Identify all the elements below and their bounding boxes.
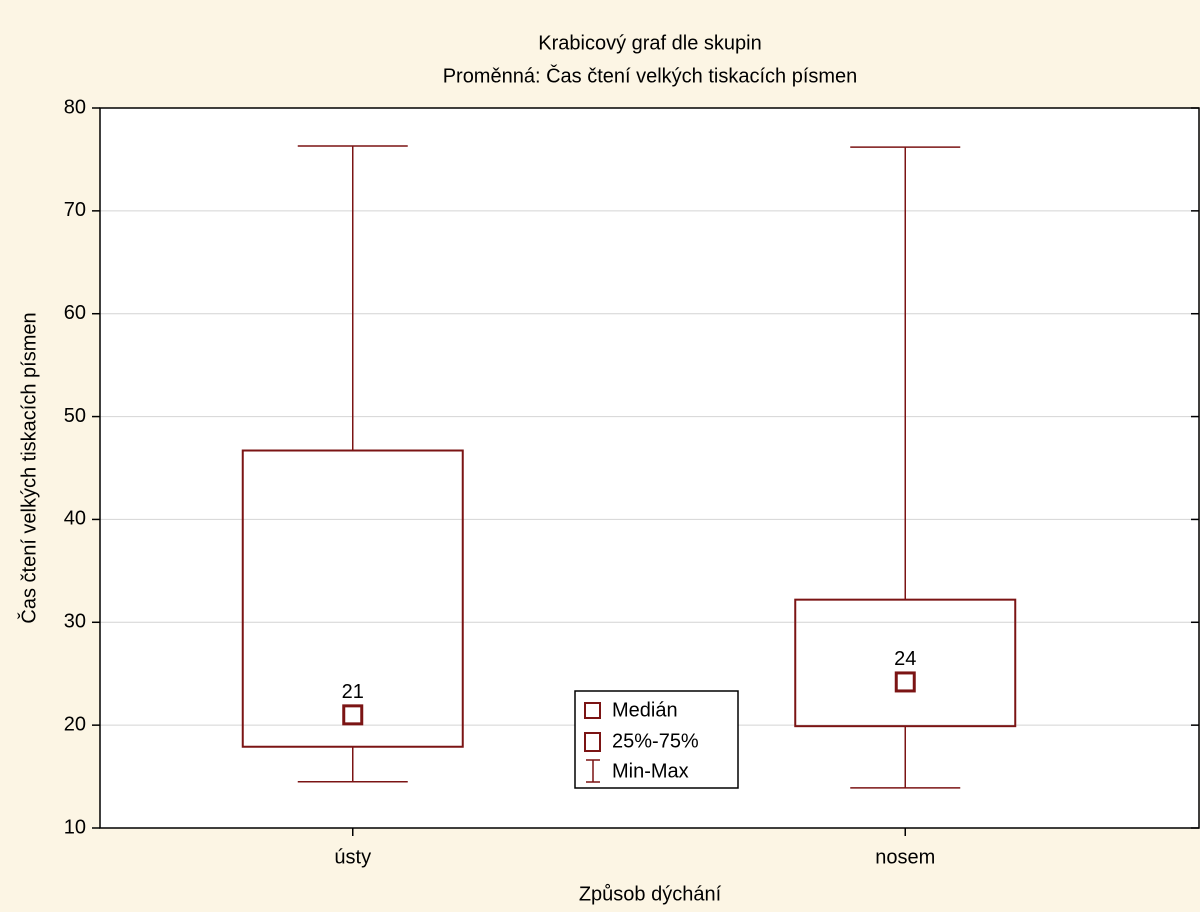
legend-label: 25%-75% <box>612 730 699 752</box>
legend-symbol <box>584 702 601 719</box>
x-axis-label: Způsob dýchání <box>579 883 722 905</box>
median <box>342 704 364 726</box>
box <box>241 449 464 748</box>
y-tick-label: 80 <box>64 96 86 118</box>
legend: Medián 25%-75% Min-Max <box>574 690 739 789</box>
box <box>794 598 1017 728</box>
median-label: 21 <box>342 681 364 703</box>
median <box>894 671 916 693</box>
x-tick-label: nosem <box>875 846 935 868</box>
median-label: 24 <box>894 648 916 670</box>
legend-box <box>574 690 739 789</box>
legend-symbol <box>586 759 600 783</box>
y-axis-label: Čas čtení velkých tiskacích písmen <box>17 312 40 623</box>
y-tick-label: 40 <box>64 508 86 530</box>
y-tick-label: 50 <box>64 405 86 427</box>
y-tick-label: 20 <box>64 713 86 735</box>
legend-symbol <box>584 732 601 752</box>
y-tick-label: 60 <box>64 302 86 324</box>
plot-frame <box>99 107 1200 829</box>
x-tick-label: ústy <box>334 846 371 868</box>
legend-label: Min-Max <box>612 760 689 782</box>
y-tick-label: 70 <box>64 199 86 221</box>
y-tick-label: 10 <box>64 816 86 838</box>
legend-label: Medián <box>612 699 678 721</box>
chart-subtitle: Proměnná: Čas čtení velkých tiskacích pí… <box>443 64 858 87</box>
chart-title: Krabicový graf dle skupin <box>538 32 761 54</box>
y-tick-label: 30 <box>64 611 86 633</box>
